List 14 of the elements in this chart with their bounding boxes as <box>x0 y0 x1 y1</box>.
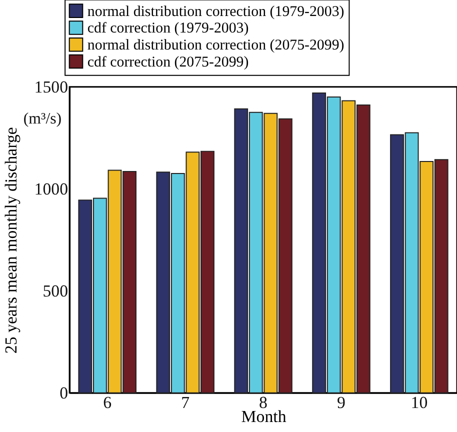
legend-label: cdf correction (1979-2003) <box>87 20 249 37</box>
text: (m³/s) <box>23 110 62 128</box>
legend-label: normal distribution correction (2075-2099) <box>87 38 344 54</box>
x-tick-label: 6 <box>103 393 112 412</box>
y-tick-label: 500 <box>42 281 68 300</box>
x-tick-label: 10 <box>410 393 428 412</box>
y-tick-label: 1000 <box>34 179 68 198</box>
y-tick-label: 1500 <box>34 77 68 96</box>
y-tick-label: 0 <box>60 383 68 402</box>
x-tick-label: 7 <box>181 393 190 412</box>
y-axis-title: 25 years mean monthly discharge <box>1 127 20 354</box>
legend-label: cdf correction (2075-2099) <box>87 54 249 70</box>
legend-label: normal distribution correction (1979-2003) <box>87 4 344 20</box>
x-tick-label: 9 <box>337 393 346 412</box>
